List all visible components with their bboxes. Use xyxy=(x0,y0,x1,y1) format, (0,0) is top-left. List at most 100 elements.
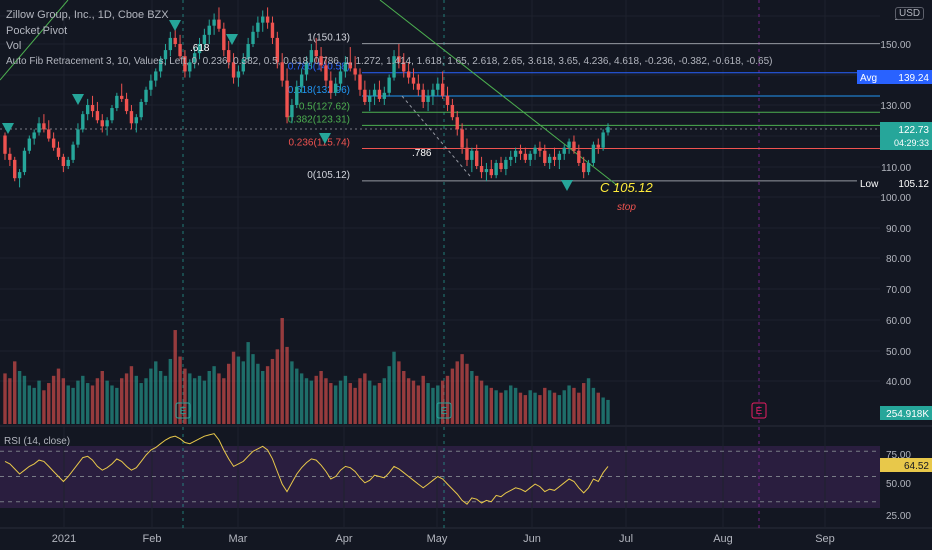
volume-bar xyxy=(329,383,333,424)
volume-bar xyxy=(504,390,508,424)
volume-bar xyxy=(115,387,119,424)
earnings-marker[interactable] xyxy=(175,402,191,419)
volume-bar xyxy=(319,371,323,424)
y-tick-label: 75.00 xyxy=(886,450,911,461)
y-tick-label: 50.00 xyxy=(886,479,911,490)
candle-body xyxy=(494,162,498,176)
x-tick-label: Jun xyxy=(523,533,541,545)
candle-body xyxy=(426,95,430,102)
volume-bar xyxy=(436,385,440,424)
pocket-pivot-indicator-label[interactable]: Pocket Pivot xyxy=(6,25,68,37)
pocket-pivot-marker xyxy=(319,133,331,144)
y-tick-label: 60.00 xyxy=(886,316,911,327)
volume-bar xyxy=(90,385,95,424)
volume-bar xyxy=(324,378,328,424)
pocket-pivot-marker xyxy=(226,34,238,45)
volume-bar xyxy=(470,371,474,424)
earnings-marker-label[interactable]: E xyxy=(441,406,448,417)
last-price-value: 122.73 xyxy=(898,125,929,136)
candle-body xyxy=(440,83,445,96)
volume-bar xyxy=(290,361,294,424)
candle-body xyxy=(212,19,216,26)
fib-indicator-label[interactable]: Auto Fib Retracement 3, 10, Values, Left… xyxy=(6,56,773,67)
x-tick-label: Aug xyxy=(713,533,733,545)
candle-body xyxy=(324,65,328,81)
candle-body xyxy=(207,25,211,35)
y-tick-label: 100.00 xyxy=(880,193,911,204)
volume-bar xyxy=(416,385,421,424)
candle-body xyxy=(47,129,51,139)
candle-body xyxy=(504,159,508,170)
candle-body xyxy=(431,89,435,96)
volume-bar xyxy=(596,392,600,424)
volume-bar xyxy=(124,373,129,424)
volume-bar xyxy=(17,371,22,424)
low-price-badge-label: Low xyxy=(860,179,879,190)
candle-body xyxy=(56,147,61,157)
earnings-marker[interactable] xyxy=(751,402,767,419)
candle-body xyxy=(475,150,479,166)
y-tick-label: 25.00 xyxy=(886,511,911,522)
volume-bar xyxy=(358,378,362,424)
volume-bar xyxy=(440,380,445,424)
earnings-marker[interactable] xyxy=(436,402,452,419)
rsi-line xyxy=(4,433,609,505)
candle-body xyxy=(586,162,591,173)
candle-body xyxy=(513,150,518,157)
rsi-indicator-label[interactable]: RSI (14, close) xyxy=(4,436,71,447)
candle-body xyxy=(358,74,362,90)
volume-bar xyxy=(285,346,289,424)
volume-bar xyxy=(509,385,513,424)
candle-body xyxy=(416,83,421,90)
candle-body xyxy=(158,59,163,72)
volume-indicator-label[interactable]: Vol xyxy=(6,40,22,52)
candle-body xyxy=(246,44,250,60)
candle-body xyxy=(261,16,265,23)
currency-badge[interactable]: USD xyxy=(895,7,925,20)
volume-bar xyxy=(295,368,299,424)
candle-body xyxy=(465,147,469,160)
candle-body xyxy=(173,37,177,44)
volume-bar xyxy=(421,375,425,424)
volume-bar xyxy=(411,380,416,424)
candle-body xyxy=(66,159,70,166)
volume-bar xyxy=(538,395,542,424)
x-tick-label: May xyxy=(427,533,448,545)
volume-bar xyxy=(13,361,17,424)
volume-bar xyxy=(406,378,411,424)
candle-body xyxy=(348,62,352,69)
candle-body xyxy=(299,74,304,87)
candle-body xyxy=(601,132,605,148)
candle-body xyxy=(509,156,513,160)
candle-body xyxy=(353,68,357,75)
y-tick-label: 50.00 xyxy=(886,347,911,358)
volume-last-value: 254.918K xyxy=(886,409,929,420)
volume-bar xyxy=(518,392,523,424)
candle-body xyxy=(149,80,153,90)
candle-body xyxy=(76,129,80,145)
candle-body xyxy=(460,129,464,148)
candle-body xyxy=(304,62,309,75)
candle-body xyxy=(479,166,484,173)
candle-body xyxy=(100,120,104,127)
candle-body xyxy=(309,50,314,63)
volume-bar xyxy=(338,380,343,424)
volume-bar xyxy=(280,318,284,424)
earnings-marker-label[interactable]: E xyxy=(180,406,187,417)
volume-bar xyxy=(601,397,605,424)
candle-body xyxy=(577,150,581,163)
volume-bar xyxy=(256,363,260,424)
volume-bar xyxy=(95,378,100,424)
low-price-badge-bg xyxy=(857,176,932,190)
volume-bar xyxy=(32,387,36,424)
candle-body xyxy=(295,86,299,105)
candle-body xyxy=(3,135,7,154)
candle-body xyxy=(85,105,90,115)
earnings-marker-label[interactable]: E xyxy=(756,406,763,417)
candle-body xyxy=(188,62,192,72)
volume-bar xyxy=(37,380,41,424)
candle-body xyxy=(455,117,459,130)
candle-body xyxy=(290,105,294,118)
candle-body xyxy=(523,153,528,160)
